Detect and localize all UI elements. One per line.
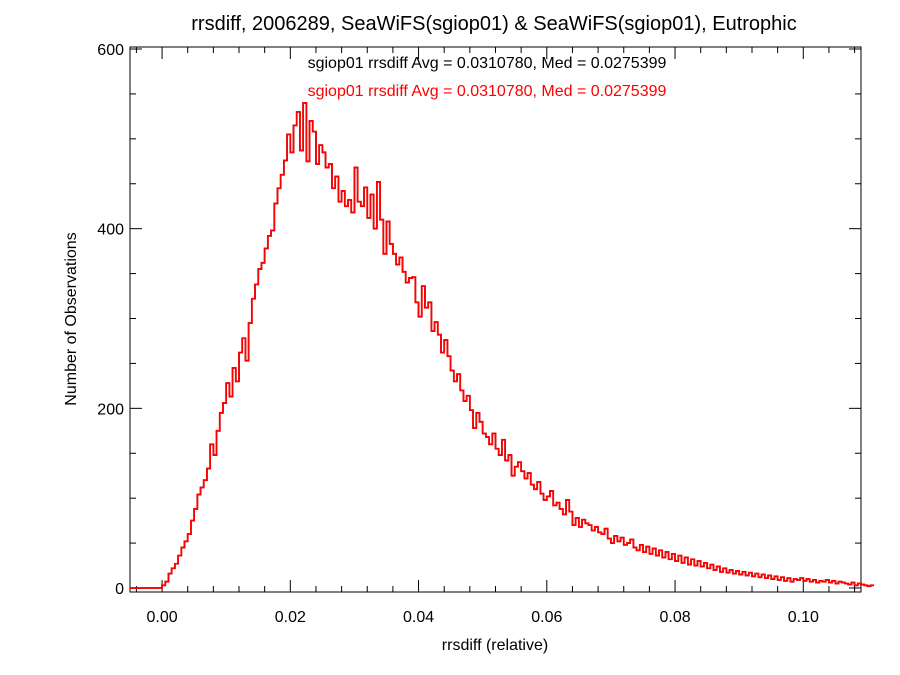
annotation-red: sgiop01 rrsdiff Avg = 0.0310780, Med = 0… (308, 83, 667, 100)
chart-title: rrsdiff, 2006289, SeaWiFS(sgiop01) & Sea… (191, 13, 796, 35)
y-tick-label: 200 (97, 401, 124, 418)
y-tick-labels: 0 200 400 600 (97, 42, 124, 598)
y-axis-label: Number of Observations (63, 232, 80, 405)
x-tick-labels: 0.00 0.02 0.04 0.06 0.08 0.10 (146, 609, 818, 626)
x-tick-label: 0.04 (403, 609, 434, 626)
series-layer (130, 102, 874, 589)
plot-frame (129, 46, 862, 593)
x-tick-label: 0.08 (659, 609, 690, 626)
y-tick-label: 0 (115, 581, 124, 598)
axis-ticks (130, 47, 861, 592)
x-tick-label: 0.00 (146, 609, 177, 626)
x-tick-label: 0.10 (788, 609, 819, 626)
y-tick-label: 600 (97, 42, 124, 59)
annotation-black: sgiop01 rrsdiff Avg = 0.0310780, Med = 0… (308, 55, 667, 72)
x-tick-label: 0.02 (275, 609, 306, 626)
y-tick-label: 400 (97, 222, 124, 239)
histogram-series-red (130, 102, 874, 589)
x-axis-label: rrsdiff (relative) (442, 637, 548, 654)
x-tick-label: 0.06 (531, 609, 562, 626)
